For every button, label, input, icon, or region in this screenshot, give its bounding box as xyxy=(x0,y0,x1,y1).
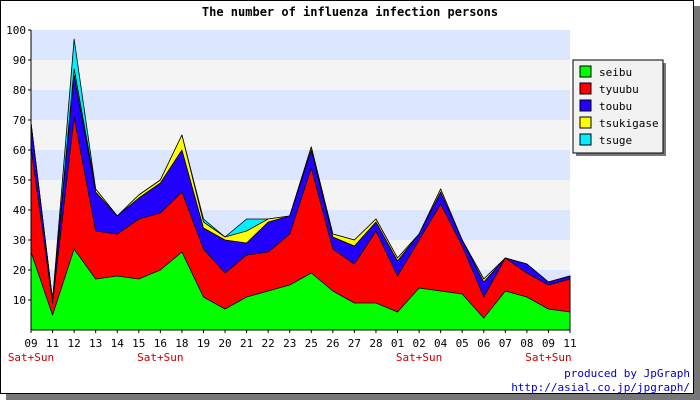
weekend-label: Sat+Sun xyxy=(8,351,54,364)
x-tick-label: 25 xyxy=(305,337,318,350)
x-tick-label: 06 xyxy=(477,337,490,350)
x-tick-label: 09 xyxy=(24,337,37,350)
legend-swatch-toubu xyxy=(579,99,592,112)
weekend-label: Sat+Sun xyxy=(396,351,442,364)
y-tick-label: 10 xyxy=(13,294,26,307)
x-tick-label: 13 xyxy=(89,337,102,350)
y-tick-label: 60 xyxy=(13,144,26,157)
legend-label-tsukigase: tsukigase xyxy=(599,117,659,130)
axes xyxy=(28,29,571,333)
y-tick-label: 70 xyxy=(13,114,26,127)
x-tick-label: 09 xyxy=(542,337,555,350)
x-tick-labels: 09 11 12 13 14 15 16 18 19 20 21 22 23 25 26 27 28 01 02 04… xyxy=(24,337,576,350)
y-tick-label: 100 xyxy=(6,24,26,37)
legend-label-tsuge: tsuge xyxy=(599,134,632,147)
x-tick-label: 14 xyxy=(111,337,125,350)
y-tick-label: 90 xyxy=(13,54,26,67)
weekend-label: Sat+Sun xyxy=(525,351,571,364)
grid-band xyxy=(31,150,570,180)
x-tick-label: 27 xyxy=(348,337,361,350)
x-tick-label: 19 xyxy=(197,337,210,350)
legend-label-seibu: seibu xyxy=(599,66,632,79)
y-tick-label: 50 xyxy=(13,174,26,187)
weekend-label: Sat+Sun xyxy=(137,351,183,364)
x-tick-label: 28 xyxy=(369,337,382,350)
grid-band xyxy=(31,90,570,120)
legend-label-tyuubu: tyuubu xyxy=(599,83,639,96)
y-tick-label: 20 xyxy=(13,264,26,277)
x-tick-label: 20 xyxy=(218,337,231,350)
y-tick-labels: 10 20 30 40 50 60 70 80 90 100 xyxy=(6,24,26,307)
weekend-labels: Sat+Sun Sat+Sun Sat+Sun Sat+Sun xyxy=(8,351,572,364)
series-area-seibu xyxy=(30,248,571,331)
x-tick-label: 22 xyxy=(262,337,275,350)
x-tick-label: 04 xyxy=(434,337,448,350)
legend-swatch-tsukigase xyxy=(579,116,592,129)
x-tick-label: 01 xyxy=(391,337,404,350)
x-tick-label: 26 xyxy=(326,337,339,350)
credit-line-1: produced by JpGraph xyxy=(564,367,690,380)
y-tick-label: 30 xyxy=(13,234,26,247)
x-tick-label: 12 xyxy=(67,337,80,350)
legend-swatch-tyuubu xyxy=(579,82,592,95)
x-tick-label: 02 xyxy=(412,337,425,350)
credit-line-2: http://asial.co.jp/jpgraph/ xyxy=(511,381,690,394)
y-tick-label: 40 xyxy=(13,204,26,217)
x-tick-label: 23 xyxy=(283,337,296,350)
series-areas xyxy=(30,38,571,331)
x-tick-label: 18 xyxy=(175,337,188,350)
x-tick-label: 11 xyxy=(46,337,59,350)
x-tick-label: 16 xyxy=(154,337,167,350)
x-tick-label: 15 xyxy=(132,337,145,350)
legend-swatch-tsuge xyxy=(579,133,592,146)
x-tick-label: 21 xyxy=(240,337,253,350)
frame-shadow-bottom xyxy=(6,394,700,400)
grid-band xyxy=(31,120,570,150)
x-tick-label: 08 xyxy=(520,337,533,350)
frame-shadow-right xyxy=(694,6,700,400)
chart-title: The number of influenza infection person… xyxy=(202,5,498,19)
legend-label-toubu: toubu xyxy=(599,100,632,113)
grid-band xyxy=(31,30,570,60)
legend: seibu tyuubu toubu tsukigase tsuge xyxy=(572,59,666,156)
x-tick-label: 05 xyxy=(456,337,469,350)
grid-band xyxy=(31,60,570,90)
x-tick-label: 07 xyxy=(499,337,512,350)
y-tick-label: 80 xyxy=(13,84,26,97)
x-tick-label: 11 xyxy=(563,337,576,350)
legend-swatch-seibu xyxy=(579,65,592,78)
